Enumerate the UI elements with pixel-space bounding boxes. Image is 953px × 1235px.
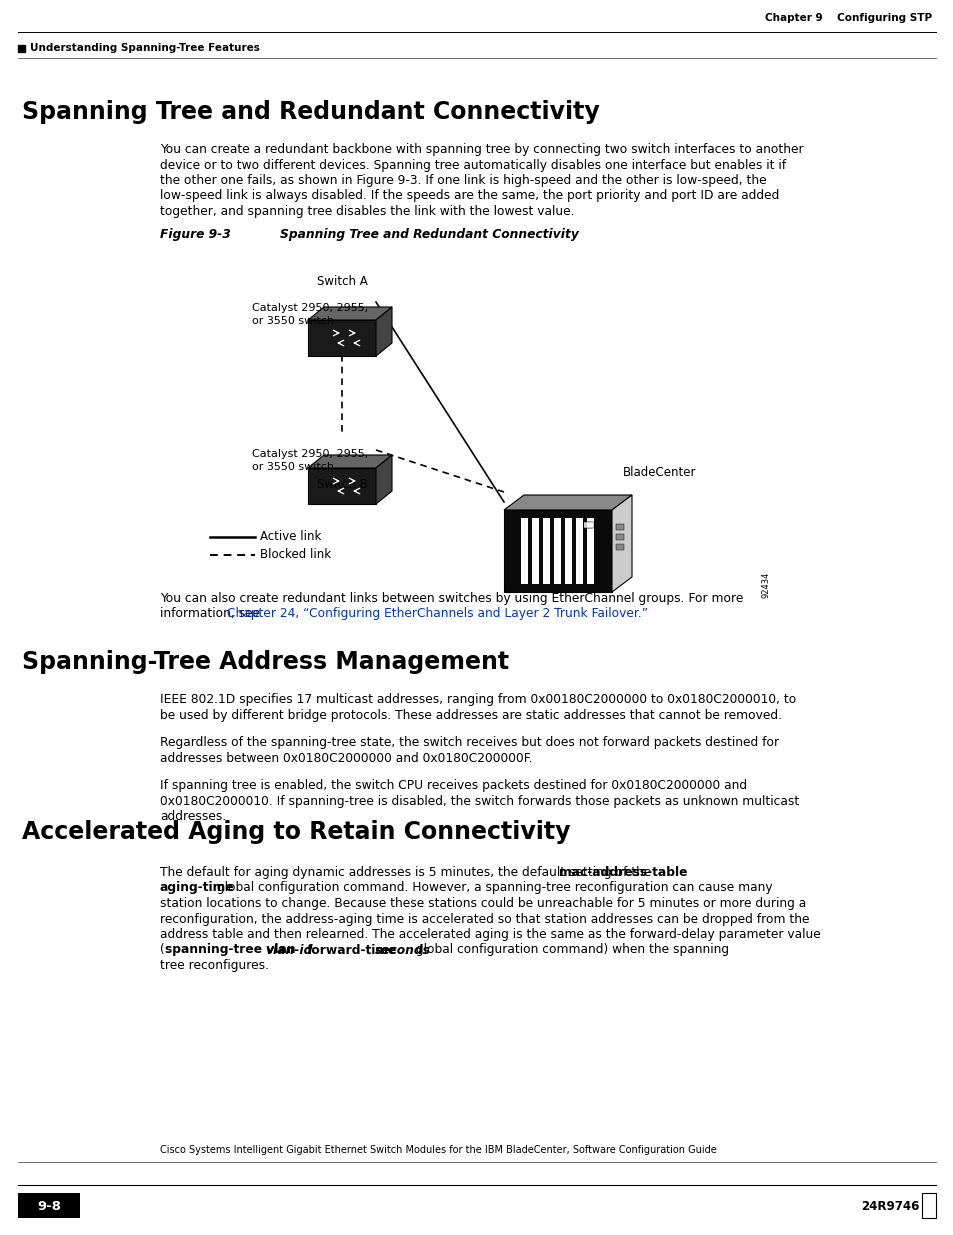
- Polygon shape: [375, 308, 392, 356]
- Text: Active link: Active link: [260, 531, 321, 543]
- Text: reconfiguration, the address-aging time is accelerated so that station addresses: reconfiguration, the address-aging time …: [160, 913, 809, 925]
- Text: mac-address-table: mac-address-table: [558, 866, 687, 879]
- Text: Spanning Tree and Redundant Connectivity: Spanning Tree and Redundant Connectivity: [22, 100, 599, 124]
- Text: Accelerated Aging to Retain Connectivity: Accelerated Aging to Retain Connectivity: [22, 820, 570, 844]
- Text: Switch B: Switch B: [316, 478, 367, 492]
- Text: Figure 9-3: Figure 9-3: [160, 228, 231, 241]
- Text: Regardless of the spanning-tree state, the switch receives but does not forward : Regardless of the spanning-tree state, t…: [160, 736, 779, 748]
- Text: (: (: [160, 944, 165, 956]
- Text: Blocked link: Blocked link: [260, 548, 331, 562]
- Text: Spanning-Tree Address Management: Spanning-Tree Address Management: [22, 650, 509, 674]
- Text: global configuration command. However, a spanning-tree reconfiguration can cause: global configuration command. However, a…: [213, 882, 772, 894]
- Bar: [18, 44, 25, 52]
- Text: 92434: 92434: [761, 572, 770, 599]
- Text: 24R9746: 24R9746: [861, 1199, 919, 1213]
- Text: Chapter 9    Configuring STP: Chapter 9 Configuring STP: [764, 14, 931, 23]
- Text: You can also create redundant links between switches by using EtherChannel group: You can also create redundant links betw…: [160, 592, 742, 605]
- Bar: [616, 524, 623, 530]
- Text: Switch A: Switch A: [316, 275, 367, 288]
- Polygon shape: [375, 454, 392, 504]
- Text: Catalyst 2950, 2955,: Catalyst 2950, 2955,: [252, 303, 368, 312]
- Text: aging-time: aging-time: [160, 882, 234, 894]
- Bar: [587, 517, 594, 584]
- Text: Chapter 24, “Configuring EtherChannels and Layer 2 Trunk Failover.”: Chapter 24, “Configuring EtherChannels a…: [227, 608, 647, 620]
- Bar: [921, 1193, 935, 1218]
- Text: together, and spanning tree disables the link with the lowest value.: together, and spanning tree disables the…: [160, 205, 574, 219]
- Text: IEEE 802.1D specifies 17 multicast addresses, ranging from 0x00180C2000000 to 0x: IEEE 802.1D specifies 17 multicast addre…: [160, 693, 796, 706]
- Bar: [583, 522, 592, 529]
- Polygon shape: [308, 308, 392, 320]
- Bar: [532, 517, 539, 584]
- Text: The default for aging dynamic addresses is 5 minutes, the default setting of the: The default for aging dynamic addresses …: [160, 866, 655, 879]
- Text: You can create a redundant backbone with spanning tree by connecting two switch : You can create a redundant backbone with…: [160, 143, 802, 156]
- Bar: [576, 517, 583, 584]
- Text: or 3550 switch: or 3550 switch: [252, 462, 334, 472]
- Text: Spanning Tree and Redundant Connectivity: Spanning Tree and Redundant Connectivity: [280, 228, 578, 241]
- Text: tree reconfigures.: tree reconfigures.: [160, 960, 269, 972]
- Text: seconds: seconds: [375, 944, 431, 956]
- Polygon shape: [308, 454, 392, 468]
- Text: information, see: information, see: [160, 608, 264, 620]
- Bar: [308, 468, 375, 504]
- Text: be used by different bridge protocols. These addresses are static addresses that: be used by different bridge protocols. T…: [160, 709, 781, 721]
- Text: 0x0180C2000010. If spanning-tree is disabled, the switch forwards those packets : 0x0180C2000010. If spanning-tree is disa…: [160, 794, 799, 808]
- Bar: [308, 320, 375, 356]
- Bar: [521, 517, 528, 584]
- Text: If spanning tree is enabled, the switch CPU receives packets destined for 0x0180: If spanning tree is enabled, the switch …: [160, 779, 746, 792]
- Bar: [585, 522, 594, 529]
- Bar: [616, 543, 623, 550]
- Text: vlan-id: vlan-id: [265, 944, 312, 956]
- Text: Understanding Spanning-Tree Features: Understanding Spanning-Tree Features: [30, 43, 259, 53]
- Text: device or to two different devices. Spanning tree automatically disables one int: device or to two different devices. Span…: [160, 158, 785, 172]
- Text: the other one fails, as shown in Figure 9-3. If one link is high-speed and the o: the other one fails, as shown in Figure …: [160, 174, 766, 186]
- Bar: [18, 1193, 80, 1218]
- Bar: [503, 510, 612, 592]
- Text: BladeCenter: BladeCenter: [622, 466, 696, 478]
- Text: 9-8: 9-8: [37, 1199, 61, 1213]
- Bar: [616, 534, 623, 540]
- Text: station locations to change. Because these stations could be unreachable for 5 m: station locations to change. Because the…: [160, 897, 805, 910]
- Text: Cisco Systems Intelligent Gigabit Ethernet Switch Modules for the IBM BladeCente: Cisco Systems Intelligent Gigabit Ethern…: [160, 1145, 716, 1155]
- Text: address table and then relearned. The accelerated aging is the same as the forwa: address table and then relearned. The ac…: [160, 927, 820, 941]
- Text: spanning-tree vlan: spanning-tree vlan: [165, 944, 295, 956]
- Text: low-speed link is always disabled. If the speeds are the same, the port priority: low-speed link is always disabled. If th…: [160, 189, 779, 203]
- Bar: [543, 517, 550, 584]
- Bar: [554, 517, 561, 584]
- Text: addresses between 0x0180C2000000 and 0x0180C200000F.: addresses between 0x0180C2000000 and 0x0…: [160, 752, 532, 764]
- Text: or 3550 switch: or 3550 switch: [252, 316, 334, 326]
- Text: Catalyst 2950, 2955,: Catalyst 2950, 2955,: [252, 450, 368, 459]
- Bar: [565, 517, 572, 584]
- Text: addresses.: addresses.: [160, 810, 226, 823]
- Text: global configuration command) when the spanning: global configuration command) when the s…: [412, 944, 728, 956]
- Polygon shape: [612, 495, 631, 592]
- Polygon shape: [503, 495, 631, 510]
- Text: forward-time: forward-time: [307, 944, 396, 956]
